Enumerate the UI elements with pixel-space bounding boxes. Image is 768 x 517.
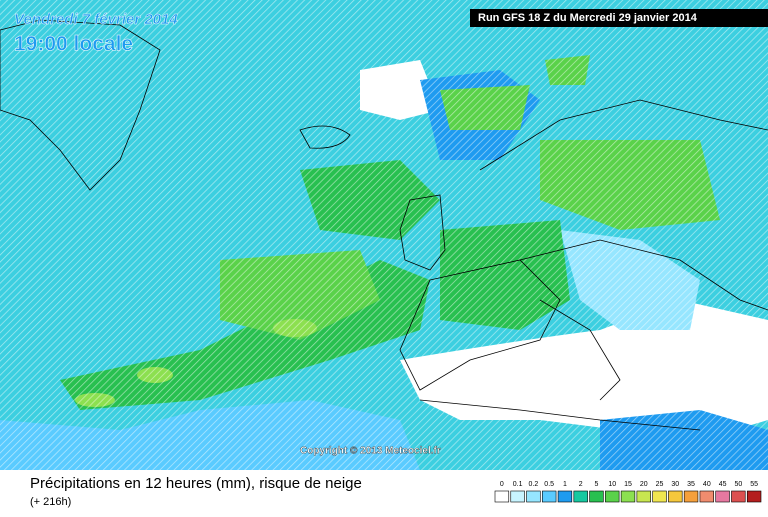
legend-swatch [652, 490, 667, 503]
legend-swatch [636, 490, 651, 503]
time: 19:00 locale [14, 33, 133, 56]
legend-label: 2 [579, 481, 583, 488]
legend-label: 1 [563, 481, 567, 488]
legend-swatch [557, 490, 573, 503]
legend-label: 20 [640, 481, 648, 488]
legend-label: 0.1 [513, 481, 523, 488]
legend-label: 5 [595, 481, 599, 488]
legend-swatch [668, 490, 683, 503]
legend-label: 45 [719, 481, 727, 488]
footer-title: Précipitations en 12 heures (mm), risque… [30, 475, 362, 492]
legend-swatch [494, 490, 510, 503]
legend-swatch [731, 490, 746, 503]
legend-swatch [541, 490, 557, 503]
legend-label: 0.5 [544, 481, 554, 488]
legend-label: 40 [703, 481, 711, 488]
legend-label: 15 [624, 481, 632, 488]
legend-swatch [699, 490, 715, 503]
legend-swatch [605, 490, 620, 503]
legend-swatch [620, 490, 636, 503]
legend-swatch [589, 490, 604, 503]
legend-swatch [746, 490, 762, 503]
legend-label: 0.2 [529, 481, 539, 488]
legend-swatch [573, 490, 588, 503]
map [0, 0, 768, 470]
legend-label: 55 [750, 481, 758, 488]
legend-swatch [683, 490, 699, 503]
legend-label: 50 [734, 481, 742, 488]
lead-time: (+ 216h) [30, 496, 71, 508]
copyright: Copyright © 2013 Meteociel.fr [300, 446, 441, 457]
run-info: Run GFS 18 Z du Mercredi 29 janvier 2014 [478, 12, 698, 24]
legend-swatch [510, 490, 525, 503]
legend-label: 10 [608, 481, 616, 488]
legend-label: 35 [687, 481, 695, 488]
legend-label: 25 [656, 481, 664, 488]
legend-label: 30 [671, 481, 679, 488]
date: Vendredi 7 février 2014 [14, 11, 178, 28]
legend-swatch [715, 490, 730, 503]
legend: 0 0.1 0.2 0.5 1 2 5 10 15 20 25 30 35 40 45 50 55 [494, 481, 762, 503]
legend-swatch [526, 490, 541, 503]
legend-label: 0 [500, 481, 504, 488]
